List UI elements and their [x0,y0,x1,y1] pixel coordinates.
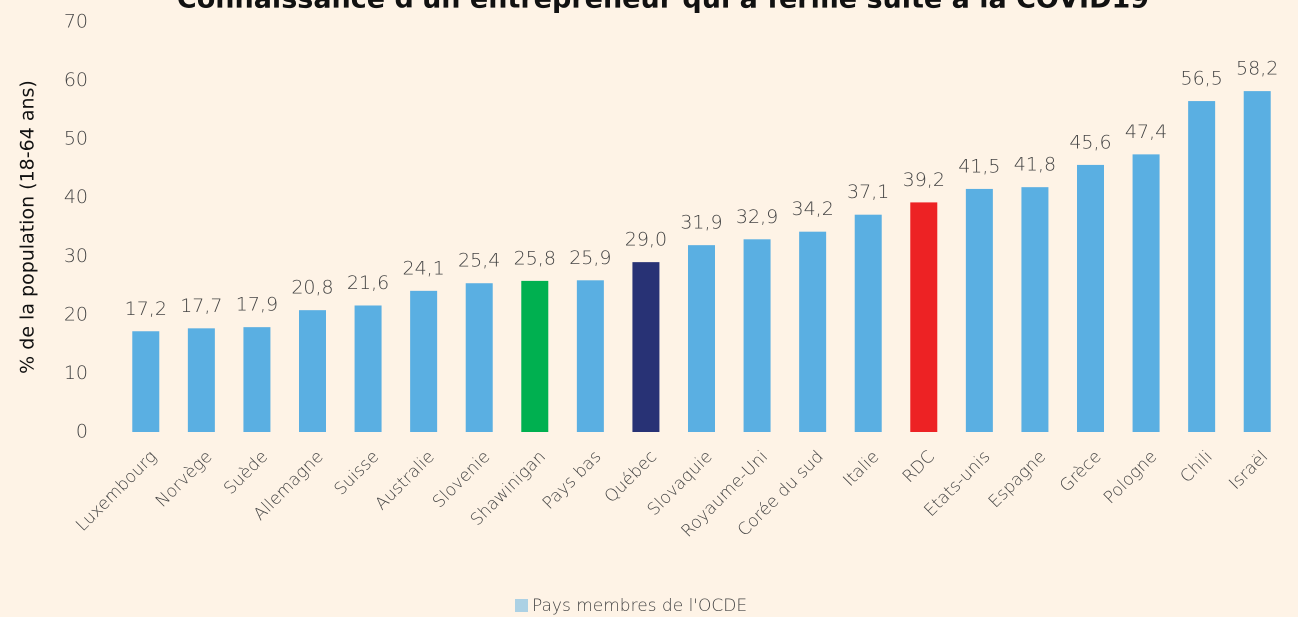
data-label: 25,4 [458,250,500,272]
x-tick-label: Chili [1177,447,1217,487]
x-tick-label: Suisse [330,447,383,500]
x-tick-label: Pays bas [539,447,606,514]
y-tick-label: 40 [64,186,88,208]
x-tick-label: Israël [1225,447,1272,494]
bar [1243,91,1271,432]
data-label: 45,6 [1069,131,1111,153]
data-label: 17,9 [236,294,278,316]
data-label: 56,5 [1180,68,1222,90]
bar [688,245,715,432]
bar [854,214,882,432]
legend-swatch [515,599,528,612]
bar [187,328,215,432]
x-tick-label: Espagne [985,447,1050,512]
data-label: 17,2 [125,298,167,320]
bar [1132,154,1160,432]
bar [354,305,382,432]
data-label: 34,2 [791,198,833,220]
bar [632,262,660,432]
data-label: 41,8 [1014,154,1056,176]
bar [521,280,549,432]
y-tick-label: 60 [64,69,88,91]
bar [465,283,493,432]
x-tick-label: Grèce [1056,447,1106,497]
y-tick-label: 0 [76,421,88,443]
bar [132,331,160,432]
data-label: 21,6 [347,272,389,294]
data-label: 17,7 [180,295,222,317]
bar [576,280,604,432]
data-label: 58,2 [1236,58,1278,80]
data-label: 31,9 [680,212,722,234]
bar [743,239,771,432]
y-tick-label: 10 [64,362,88,384]
data-label: 41,5 [958,155,1000,177]
x-tick-label: Suède [220,447,272,499]
y-axis-label: % de la population (18-64 ans) [17,80,39,374]
bar [410,290,438,432]
y-tick-label: 50 [64,128,88,150]
x-tick-label: RDC [899,447,939,487]
x-tick-label: Australie [371,447,438,514]
x-tick-label: Pologne [1100,447,1161,508]
x-tick-label: Italie [839,447,883,491]
data-label: 37,1 [847,181,889,203]
data-label: 20,8 [291,277,333,299]
data-label: 25,8 [514,247,556,269]
chart-title: Connaissance d'un entrepreneur qui a fer… [177,0,1149,15]
data-label: 29,0 [625,229,667,251]
data-label: 24,1 [402,257,444,279]
bar [1077,164,1104,432]
bar [965,188,993,432]
data-label: 32,9 [736,206,778,228]
bar [910,202,938,432]
bar [243,327,271,432]
data-label: 25,9 [569,247,611,269]
y-tick-label: 70 [64,11,88,33]
y-tick-label: 20 [64,303,88,325]
legend-label: Pays membres de l'OCDE [532,596,747,616]
data-label: 47,4 [1125,121,1167,143]
y-tick-label: 30 [64,245,88,267]
data-label: 39,2 [903,169,945,191]
bar [1021,187,1049,432]
x-tick-label: Luxembourg [72,447,161,536]
bar [799,231,827,432]
x-tick-label: Norvège [152,447,217,512]
bar [299,310,326,432]
bar [1188,101,1216,433]
